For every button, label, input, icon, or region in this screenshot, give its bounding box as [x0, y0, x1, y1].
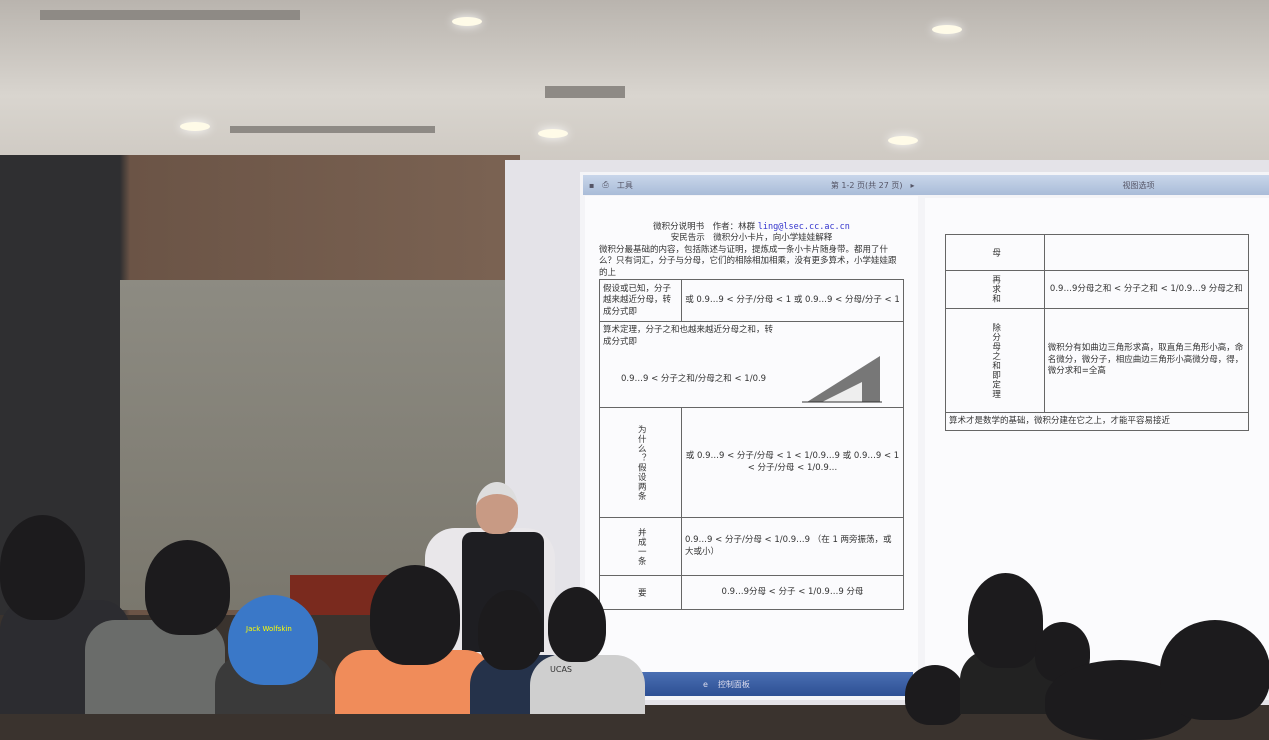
table-row: 要 0.9…9分母 < 分子 < 1/0.9…9 分母: [599, 575, 904, 611]
title-text: 微积分说明书 作者：林群: [653, 222, 756, 232]
doc-subtitle: 安民告示 微积分小卡片，向小学娃娃解释: [670, 233, 833, 244]
row-label: 母: [945, 234, 1045, 271]
row-formula: [1043, 234, 1250, 271]
row-formula: 或 0.9…9 < 分子/分母 < 1 < 1/0.9…9 或 0.9…9 < …: [681, 407, 904, 519]
table-row: 为什么？假设两条或 0.9…9 < 分子/分母 < 1 < 1/0.9…9 或 …: [599, 407, 904, 519]
triangle-diagram: [802, 356, 883, 403]
next-page-icon[interactable]: ▸: [910, 180, 915, 190]
table-row: 假设或已知，分子越来越近分母，转成分式即或 0.9…9 < 分子/分母 < 1 …: [599, 279, 904, 323]
ceiling-light: [538, 129, 568, 138]
save-icon[interactable]: ▪: [589, 180, 595, 190]
ceiling-light: [180, 122, 210, 131]
audience-member: [370, 565, 460, 665]
view-options[interactable]: 视图选项: [1122, 180, 1155, 190]
formula-table: 母 再求和 0.9…9分母之和 < 分子之和 < 1/0.9…9 分母之和 除分母…: [945, 234, 1250, 432]
row-formula: 微积分有如曲边三角形求高，取直角三角形小高，命名微分，微分子，相应曲边三角形小高…: [1043, 308, 1250, 413]
ceiling: [0, 0, 1269, 160]
ceiling-vent: [230, 126, 435, 133]
table-footer: 算术才是数学的基础，微积分建在它之上，才能平容易接近: [945, 411, 1249, 432]
row-label: 要: [599, 575, 682, 611]
table-row: 算术定理，分子之和也越来越近分母之和，转成分式即 0.9…9 < 分子之和/分母之…: [599, 321, 904, 409]
page-indicator: 第 1-2 页(共 27 页): [830, 180, 903, 190]
ceiling-vent: [545, 86, 625, 98]
audience-member: [0, 515, 85, 620]
row-formula: 或 0.9…9 < 分子/分母 < 1 或 0.9…9 < 分母/分子 < 1: [681, 279, 904, 323]
shirt-text: UCAS: [550, 665, 572, 674]
row-cell: 算术定理，分子之和也越来越近分母之和，转成分式即 0.9…9 < 分子之和/分母之…: [599, 321, 904, 409]
reader-toolbar: ▪ ⎙ 工具 第 1-2 页(共 27 页) ▸ 视图选项: [583, 175, 1269, 195]
table-row: 母: [945, 234, 1250, 271]
doc-title: 微积分说明书 作者：林群 ling@lsec.cc.ac.cn: [599, 222, 904, 233]
ceiling-light: [452, 17, 482, 26]
row-formula: 0.9…9分母之和 < 分子之和 < 1/0.9…9 分母之和: [1043, 270, 1250, 309]
row-label: 为什么？假设两条: [599, 407, 682, 519]
control-panel-item[interactable]: 控制面板: [717, 679, 750, 689]
audience-member-cap: Jack Wolfskin: [228, 595, 318, 685]
audience-member: [85, 620, 225, 714]
document-page-left: 微积分说明书 作者：林群 ling@lsec.cc.ac.cn 安民告示 微积分…: [585, 196, 918, 674]
table-row: 再求和 0.9…9分母之和 < 分子之和 < 1/0.9…9 分母之和: [945, 270, 1250, 309]
audience-member: [548, 587, 606, 662]
table-row: 除分母之和即定理 微积分有如曲边三角形求高，取直角三角形小高，命名微分，微分子，相…: [945, 308, 1250, 413]
audience-member: [968, 573, 1043, 668]
table-row: 算术才是数学的基础，微积分建在它之上，才能平容易接近: [945, 411, 1249, 432]
row-formula: 0.9…9分母 < 分子 < 1/0.9…9 分母: [681, 575, 904, 611]
audience-member: [145, 540, 230, 635]
formula-table: 假设或已知，分子越来越近分母，转成分式即或 0.9…9 < 分子/分母 < 1 …: [599, 279, 904, 611]
audience-member: [1160, 620, 1269, 720]
ceiling-vent: [40, 10, 300, 20]
tools-menu[interactable]: 工具: [616, 180, 633, 190]
backpack-logo: Jack Wolfskin: [246, 625, 292, 633]
ceiling-light: [932, 25, 962, 34]
row-formula: 0.9…9 < 分子之和/分母之和 < 1/0.9: [620, 373, 767, 384]
author-email[interactable]: ling@lsec.cc.ac.cn: [757, 222, 850, 232]
ie-icon[interactable]: e: [703, 679, 708, 689]
print-icon[interactable]: ⎙: [602, 180, 609, 189]
audience-member: [905, 665, 965, 725]
ceiling-light: [888, 136, 918, 145]
doc-intro: 微积分最基础的内容，包括陈述与证明，提炼成一条小卡片随身带。都用了什么？只有词汇…: [599, 244, 897, 278]
row-label: 除分母之和即定理: [945, 308, 1045, 413]
table-row: 并成一条 0.9…9 < 分子/分母 < 1/0.9…9 （在 1 两旁振荡，或大…: [599, 517, 904, 577]
row-label: 假设或已知，分子越来越近分母，转成分式即: [599, 279, 682, 323]
row-label: 算术定理，分子之和也越来越近分母之和，转成分式即: [603, 325, 774, 347]
row-label: 再求和: [945, 270, 1045, 309]
audience-member: UCAS: [530, 655, 645, 714]
audience-member: [478, 590, 543, 670]
lecturer: [476, 482, 518, 534]
row-label: 并成一条: [599, 517, 682, 577]
row-formula: 0.9…9 < 分子/分母 < 1/0.9…9 （在 1 两旁振荡，或大或小）: [681, 517, 904, 577]
